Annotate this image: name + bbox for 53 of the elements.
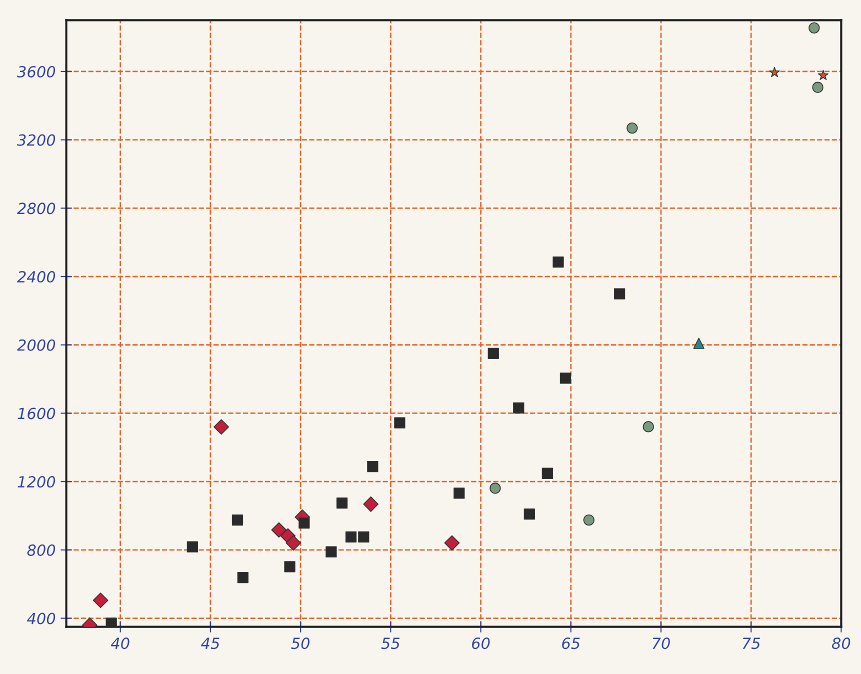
point [552,256,564,268]
x-tick-label: 80 [832,638,850,650]
point [524,508,536,520]
point [92,592,108,608]
point [818,70,828,80]
point [444,535,460,551]
x-tick-label: 55 [381,638,400,650]
point [560,372,572,384]
point [345,531,357,543]
point [626,122,638,134]
point [642,421,654,432]
y-tick-label: 3600 [17,66,56,78]
y-tick-label: 1600 [18,408,56,420]
x-tick-label: 70 [652,638,670,650]
point [237,572,248,584]
point [542,468,554,479]
y-tick-label: 3200 [17,134,56,146]
point [326,546,337,558]
point [490,482,501,494]
x-tick-label: 60 [472,638,490,650]
y-tick-label: 1200 [18,476,56,488]
y-tick-label: 2000 [17,339,56,351]
point [614,288,626,300]
point [271,522,287,538]
point [488,348,499,359]
point [363,496,379,512]
point [583,514,594,526]
point [358,531,370,543]
x-tick-label: 45 [201,638,220,650]
y-tick-label: 2400 [17,270,56,283]
y-tick-label: 800 [27,544,56,556]
point [186,541,198,552]
point [232,514,244,526]
x-tick-label: 50 [291,638,310,650]
point [286,535,302,551]
point [367,460,378,472]
point [336,498,348,509]
point [394,417,406,428]
point [214,419,229,435]
point [298,518,310,529]
y-tick-label: 400 [26,612,56,624]
point [769,66,780,78]
x-tick-label: 40 [110,638,130,650]
x-tick-label: 65 [562,638,580,650]
point [106,618,117,627]
point [808,22,820,34]
point [284,561,296,572]
y-tick-label: 2800 [17,202,56,214]
point [693,338,704,349]
point [812,82,824,93]
point [454,488,465,499]
point [513,402,524,414]
x-tick-label: 75 [742,638,760,650]
